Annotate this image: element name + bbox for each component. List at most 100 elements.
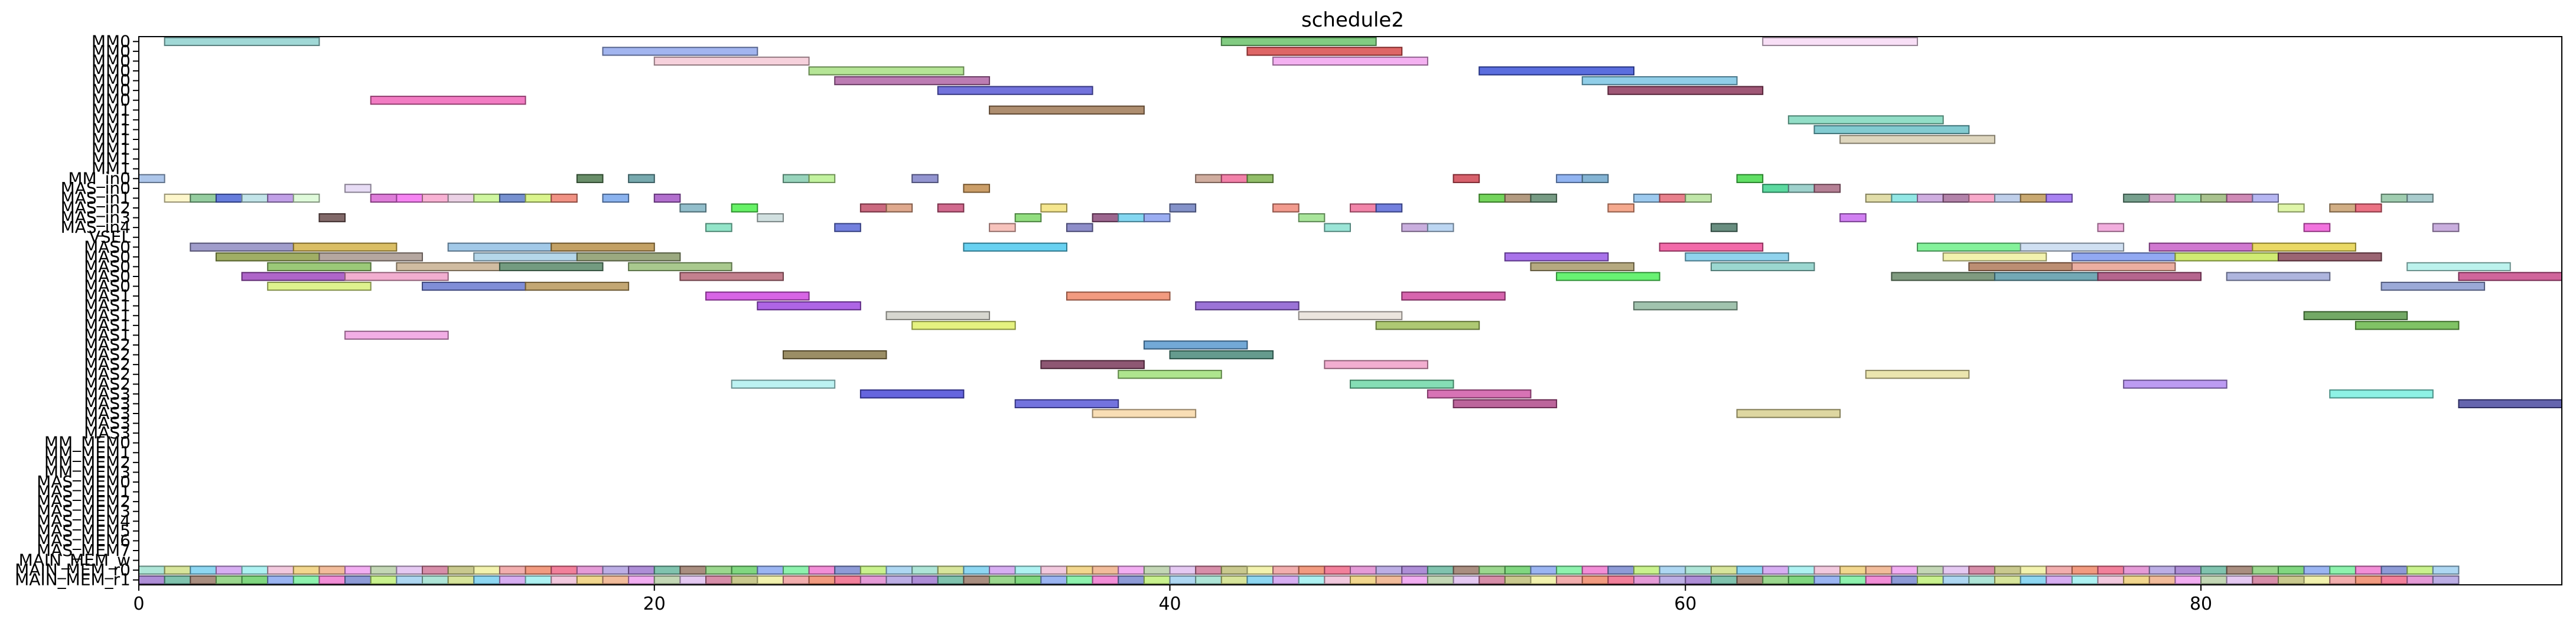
memory-bar xyxy=(2020,565,2047,575)
task-bar xyxy=(653,56,810,66)
x-tick-label: 20 xyxy=(643,594,666,614)
memory-bar xyxy=(576,575,604,585)
memory-bar xyxy=(1401,565,1428,575)
y-tick-label: MAS0 xyxy=(84,237,131,256)
task-bar xyxy=(1478,66,1635,76)
memory-bar xyxy=(834,565,861,575)
y-tick-label: MM1 xyxy=(92,129,131,149)
y-tick-label: MAS0 xyxy=(84,266,131,286)
y-tick-label: MAS_in4 xyxy=(61,217,131,237)
y-tick-label: MM0 xyxy=(92,71,131,90)
task-bar xyxy=(1787,115,1944,125)
memory-bar xyxy=(2020,575,2047,585)
memory-bar xyxy=(2329,575,2356,585)
task-bar xyxy=(2020,193,2047,203)
task-bar xyxy=(2458,272,2562,281)
y-tick-label: MAS1 xyxy=(84,296,131,315)
memory-bar xyxy=(1220,565,1248,575)
task-bar xyxy=(1272,203,1300,213)
y-tick-label: MM1 xyxy=(92,110,131,129)
memory-bar xyxy=(422,575,449,585)
memory-bar xyxy=(292,575,320,585)
task-bar xyxy=(1994,272,2099,281)
y-tick-label: MAS3 xyxy=(84,414,131,433)
memory-bar xyxy=(2071,565,2099,575)
task-bar xyxy=(1942,252,2047,262)
memory-bar xyxy=(911,575,939,585)
memory-bar xyxy=(1762,575,1789,585)
memory-bar xyxy=(2226,565,2253,575)
memory-bar xyxy=(1066,565,1093,575)
memory-bar xyxy=(1427,565,1454,575)
task-bar xyxy=(473,252,578,262)
task-bar xyxy=(2406,262,2511,272)
task-bar xyxy=(1736,174,1764,183)
task-bar xyxy=(1530,193,1558,203)
y-tick-label: MAIN_MEM_r1 xyxy=(15,570,131,590)
task-bar xyxy=(344,330,449,340)
task-bar xyxy=(267,262,372,272)
memory-bar xyxy=(2097,575,2125,585)
memory-bar xyxy=(2380,565,2408,575)
task-bar xyxy=(215,252,320,262)
task-bar xyxy=(1427,389,1532,399)
task-bar xyxy=(1813,125,1970,135)
task-bar xyxy=(1195,301,1300,311)
task-bar xyxy=(1298,311,1403,320)
memory-bar xyxy=(2277,565,2305,575)
task-bar xyxy=(1220,174,1248,183)
task-bar xyxy=(1865,193,1893,203)
task-bar xyxy=(1891,193,1919,203)
y-tick-label: MAS0 xyxy=(84,247,131,266)
task-bar xyxy=(2200,193,2227,203)
task-bar xyxy=(422,193,449,203)
x-tick-label: 60 xyxy=(1674,594,1696,614)
task-bar xyxy=(1607,203,1635,213)
task-bar xyxy=(1453,174,1480,183)
task-bar xyxy=(679,272,784,281)
memory-bar xyxy=(1427,575,1454,585)
task-bar xyxy=(1169,350,1274,360)
memory-bar xyxy=(2174,565,2202,575)
memory-bar xyxy=(1118,575,1145,585)
task-bar xyxy=(885,311,991,320)
y-tick-label: MAS_MEM1 xyxy=(37,482,131,502)
task-bar xyxy=(1350,203,1377,213)
task-bar xyxy=(782,350,887,360)
memory-bar xyxy=(447,565,475,575)
task-bar xyxy=(2406,193,2434,203)
memory-bar xyxy=(1685,575,1712,585)
memory-bar xyxy=(757,565,784,575)
y-tick-label: MAS2 xyxy=(84,354,131,374)
memory-bar xyxy=(1891,575,1919,585)
task-bar xyxy=(2329,203,2356,213)
task-bar xyxy=(2303,223,2331,232)
task-bar xyxy=(525,281,630,291)
task-bar xyxy=(963,184,991,193)
task-bar xyxy=(834,76,991,86)
task-bar xyxy=(1040,360,1145,369)
memory-bar xyxy=(705,565,732,575)
memory-bar xyxy=(2200,565,2227,575)
chart-title: schedule2 xyxy=(1301,8,1404,32)
memory-bar xyxy=(1994,565,2021,575)
memory-bar xyxy=(1530,565,1558,575)
memory-bar xyxy=(1246,565,1274,575)
memory-bar xyxy=(1839,565,1867,575)
y-tick-label: MAS_MEM4 xyxy=(37,511,131,530)
y-tick-label: MAS_MEM6 xyxy=(37,530,131,550)
memory-bar xyxy=(1659,565,1686,575)
memory-bar xyxy=(1298,565,1326,575)
task-bar xyxy=(1530,262,1635,272)
memory-bar xyxy=(1917,575,1944,585)
y-tick-label: MM0 xyxy=(92,61,131,80)
memory-bar xyxy=(267,575,294,585)
memory-bar xyxy=(1968,565,1995,575)
y-tick-label: MAS3 xyxy=(84,403,131,423)
memory-bar xyxy=(396,565,424,575)
task-bar xyxy=(859,203,887,213)
y-tick-label: MM1 xyxy=(92,119,131,139)
y-tick-label: MM0 xyxy=(92,80,131,100)
memory-bar xyxy=(1143,575,1171,585)
y-tick-label: MAIN_MEM_r0 xyxy=(15,560,131,580)
